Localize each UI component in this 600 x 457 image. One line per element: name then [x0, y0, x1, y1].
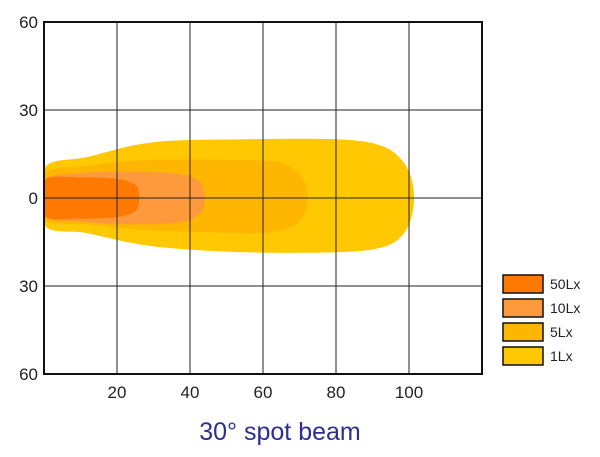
beam-areas: [44, 138, 415, 253]
legend-label: 1Lx: [550, 348, 573, 364]
grid-lines: [44, 22, 482, 374]
x-tick-label: 80: [327, 383, 346, 402]
legend-label: 10Lx: [550, 300, 580, 316]
legend-swatch: [502, 274, 544, 294]
y-axis-ticks: 60 30 0 30 60: [19, 13, 38, 384]
chart-title: 30° spot beam: [199, 418, 361, 446]
y-tick-label: 60: [19, 13, 38, 32]
x-axis-ticks: 20 40 60 80 100: [108, 383, 424, 402]
legend: 50Lx 10Lx 5Lx 1Lx: [502, 274, 580, 366]
legend-label: 5Lx: [550, 324, 573, 340]
x-tick-label: 40: [181, 383, 200, 402]
legend-label: 50Lx: [550, 276, 580, 292]
plot-frame: [43, 21, 483, 375]
y-tick-label: 30: [19, 101, 38, 120]
legend-swatch: [502, 298, 544, 318]
legend-swatch: [502, 322, 544, 342]
x-tick-label: 100: [395, 383, 423, 402]
legend-swatch: [502, 346, 544, 366]
y-tick-label: 60: [19, 365, 38, 384]
x-tick-label: 20: [108, 383, 127, 402]
x-tick-label: 60: [254, 383, 273, 402]
y-tick-label: 0: [29, 189, 38, 208]
y-tick-label: 30: [19, 277, 38, 296]
